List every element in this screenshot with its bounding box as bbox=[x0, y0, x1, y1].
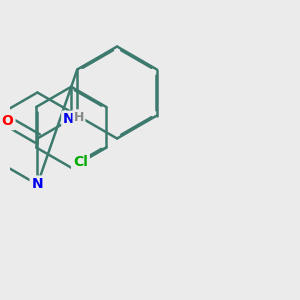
Text: H: H bbox=[74, 110, 84, 124]
Text: N: N bbox=[63, 112, 74, 126]
Text: Cl: Cl bbox=[73, 155, 88, 170]
Text: N: N bbox=[32, 178, 43, 191]
Text: O: O bbox=[2, 114, 14, 128]
